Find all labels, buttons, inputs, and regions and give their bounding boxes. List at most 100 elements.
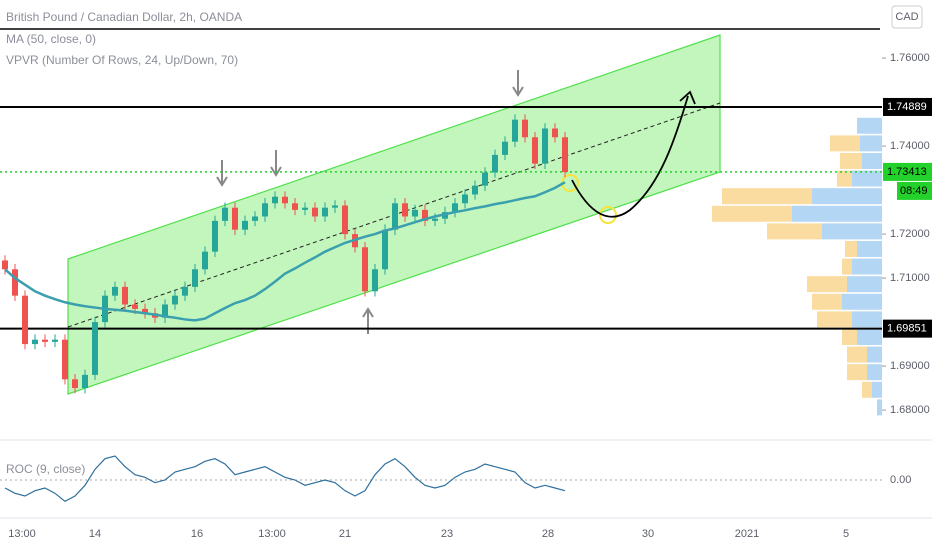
vp-up [822, 223, 882, 240]
candle-body [372, 269, 378, 292]
candle-body [302, 207, 308, 210]
candle-body [32, 339, 38, 345]
candle-body [252, 216, 258, 221]
vp-down [840, 152, 862, 169]
candle-body [412, 209, 418, 217]
vp-down [842, 258, 852, 275]
x-tick-label: 2021 [735, 528, 759, 540]
x-tick-label: 30 [642, 528, 654, 540]
vp-up [852, 170, 882, 187]
y-tick-label: 1.76000 [890, 52, 930, 64]
candle-body [112, 286, 118, 296]
x-tick-label: 13:00 [8, 528, 36, 540]
chart-title: British Pound / Canadian Dollar, 2h, OAN… [6, 10, 242, 24]
roc-line [4, 455, 566, 503]
countdown: 08:49 [900, 185, 928, 197]
vp-down [847, 364, 867, 381]
candle-body [272, 196, 278, 204]
x-tick-label: 16 [191, 528, 203, 540]
vp-up [842, 293, 882, 310]
candle-body [12, 269, 18, 296]
x-tick-label: 28 [542, 528, 554, 540]
candle-body [422, 209, 428, 221]
x-tick-label: 23 [441, 528, 453, 540]
indicator-label: MA (50, close, 0) [6, 32, 96, 46]
candle-body [552, 128, 558, 138]
roc-title: ROC (9, close) [6, 462, 85, 476]
vp-up [860, 135, 882, 152]
candle-body [62, 339, 68, 380]
candle-body [262, 203, 268, 217]
vp-up [867, 346, 882, 363]
candle-body [72, 379, 78, 389]
price-level-label-box [883, 97, 932, 116]
last-price-label: 1.73413 [887, 166, 927, 178]
candle-body [22, 295, 28, 345]
vp-up [792, 205, 882, 222]
candle-body [542, 128, 548, 164]
currency-label[interactable]: CAD [895, 11, 918, 23]
projection-curve [571, 95, 689, 218]
candle-body [532, 137, 538, 164]
candle-body [202, 251, 208, 270]
y-tick-label: 1.69000 [890, 360, 930, 372]
candle-body [232, 207, 238, 230]
vp-up [877, 399, 882, 416]
candle-body [342, 205, 348, 235]
candle-body [242, 220, 248, 230]
candle-body [382, 229, 388, 270]
candle-body [432, 218, 438, 221]
candle-body [192, 269, 198, 287]
vp-down [842, 328, 857, 345]
candle-body [212, 220, 218, 252]
vp-up [867, 364, 882, 381]
vp-down [862, 381, 872, 398]
candle-body [392, 203, 398, 230]
indicator-label: VPVR (Number Of Rows, 24, Up/Down, 70) [6, 53, 238, 67]
candle-body [512, 119, 518, 142]
last-price-label-box [883, 162, 932, 181]
annotations [216, 70, 696, 334]
arrow-down [270, 150, 282, 177]
y-tick-label: 1.72000 [890, 228, 930, 240]
candle-body [452, 203, 458, 213]
countdown-box [897, 181, 932, 200]
candle-body [482, 172, 488, 186]
projection-arrowhead [679, 90, 696, 105]
candle-body [52, 339, 58, 342]
vp-down [812, 293, 842, 310]
candle-body [182, 286, 188, 296]
candle-body [282, 196, 288, 204]
vp-down [722, 188, 812, 205]
candle-body [562, 137, 568, 173]
vp-down [767, 223, 822, 240]
highlight-circle [599, 206, 617, 224]
vp-up [812, 188, 882, 205]
currency-box[interactable] [891, 5, 923, 29]
vp-up [857, 117, 882, 134]
candle-body [312, 207, 318, 217]
candle-body [332, 205, 338, 208]
candle-body [492, 154, 498, 173]
candle-body [122, 286, 128, 305]
candle-body [92, 322, 98, 375]
vp-down [847, 346, 867, 363]
vp-up [862, 152, 882, 169]
y-tick-label: 1.68000 [890, 404, 930, 416]
vp-up [857, 328, 882, 345]
y-tick-label: 1.74000 [890, 140, 930, 152]
candle-body [82, 374, 88, 389]
candle-body [172, 295, 178, 305]
price-level-label-box [883, 319, 932, 338]
x-tick-label: 5 [843, 528, 849, 540]
candle-body [292, 203, 298, 210]
price-level-label: 1.69851 [887, 323, 927, 335]
vp-down [817, 311, 852, 328]
vp-down [845, 240, 857, 257]
candle-body [472, 185, 478, 195]
candle-body [42, 339, 48, 342]
candle-body [322, 207, 328, 217]
arrow-up [362, 307, 374, 334]
ma-line [4, 181, 566, 322]
